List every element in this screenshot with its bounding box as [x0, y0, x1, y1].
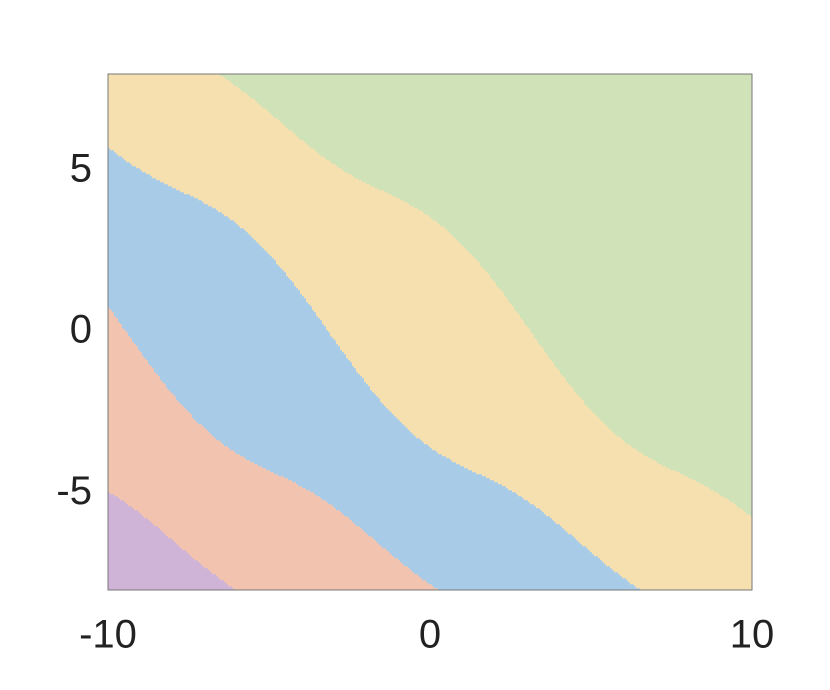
basin-region [108, 74, 752, 591]
basin-region [108, 148, 640, 591]
y-tick-label: 5 [70, 146, 92, 190]
x-tick-label: 10 [730, 613, 775, 657]
y-tick-label: 0 [70, 308, 92, 352]
x-tick-label: 0 [419, 613, 441, 657]
basin-region [108, 492, 234, 591]
basin-region [108, 308, 438, 591]
y-tick-label: -5 [56, 469, 92, 513]
plot-frame [107, 73, 753, 591]
basin-region [220, 74, 752, 517]
basin-regions [108, 74, 752, 591]
x-tick-label: -10 [79, 613, 137, 657]
